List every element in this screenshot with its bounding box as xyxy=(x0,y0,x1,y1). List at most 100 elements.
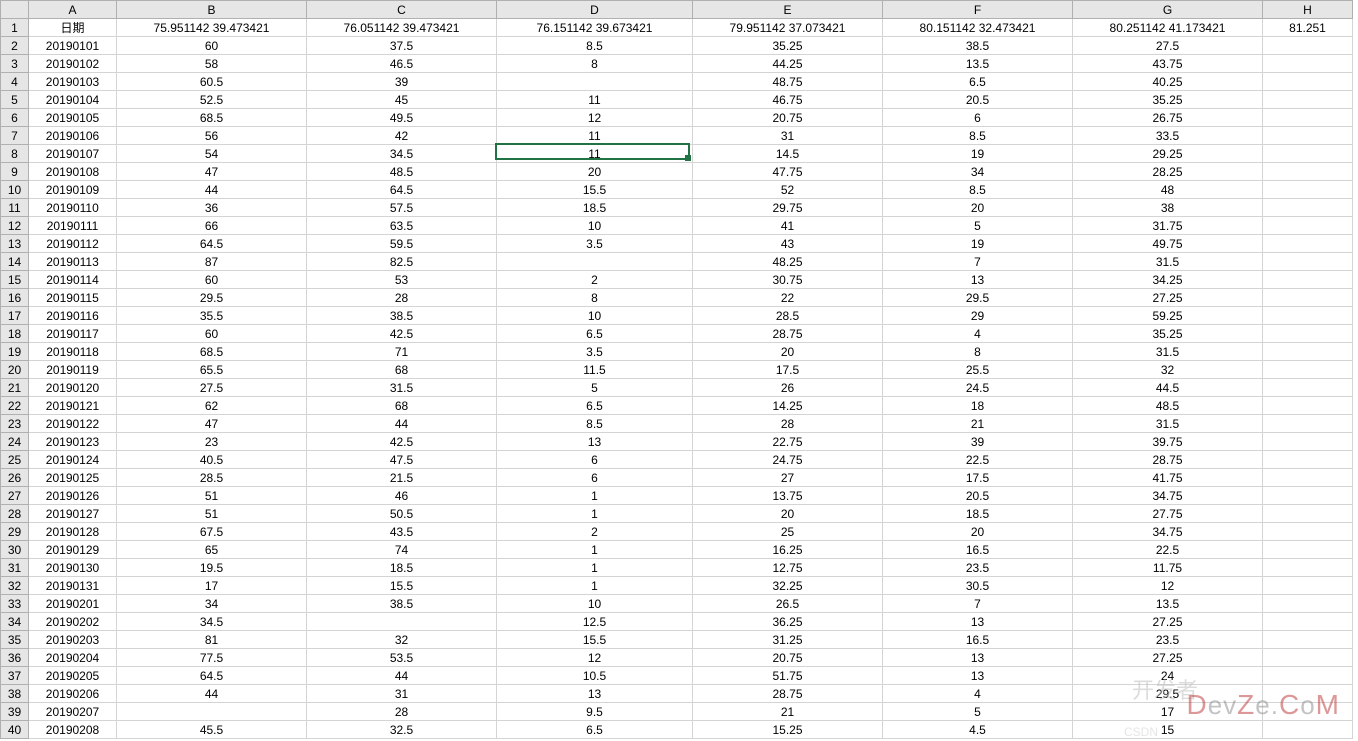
data-cell[interactable]: 12.5 xyxy=(497,613,693,631)
data-cell[interactable]: 65 xyxy=(117,541,307,559)
data-cell[interactable]: 8 xyxy=(497,55,693,73)
date-cell[interactable]: 20190125 xyxy=(29,469,117,487)
data-cell[interactable]: 6.5 xyxy=(883,73,1073,91)
data-cell[interactable]: 64.5 xyxy=(117,235,307,253)
row-header[interactable]: 38 xyxy=(1,685,29,703)
data-cell[interactable]: 32.5 xyxy=(307,721,497,739)
data-cell[interactable]: 12 xyxy=(497,649,693,667)
data-cell[interactable]: 27.5 xyxy=(117,379,307,397)
data-cell[interactable] xyxy=(1263,721,1353,739)
data-cell[interactable]: 13 xyxy=(883,649,1073,667)
data-cell[interactable]: 38 xyxy=(1073,199,1263,217)
date-cell[interactable]: 20190117 xyxy=(29,325,117,343)
row-header[interactable]: 15 xyxy=(1,271,29,289)
data-cell[interactable]: 29 xyxy=(883,307,1073,325)
data-cell[interactable]: 67.5 xyxy=(117,523,307,541)
data-cell[interactable]: 8 xyxy=(883,343,1073,361)
data-column-header[interactable]: 76.151142 39.673421 xyxy=(497,19,693,37)
data-cell[interactable]: 37.5 xyxy=(307,37,497,55)
data-cell[interactable]: 22.5 xyxy=(883,451,1073,469)
row-header[interactable]: 37 xyxy=(1,667,29,685)
data-cell[interactable]: 31.5 xyxy=(1073,343,1263,361)
row-header[interactable]: 22 xyxy=(1,397,29,415)
data-cell[interactable]: 45.5 xyxy=(117,721,307,739)
data-cell[interactable]: 29.25 xyxy=(1073,145,1263,163)
data-cell[interactable]: 43 xyxy=(693,235,883,253)
data-cell[interactable]: 32 xyxy=(1073,361,1263,379)
data-cell[interactable] xyxy=(1263,397,1353,415)
date-cell[interactable]: 20190131 xyxy=(29,577,117,595)
data-cell[interactable]: 12 xyxy=(1073,577,1263,595)
data-cell[interactable]: 68.5 xyxy=(117,109,307,127)
data-cell[interactable]: 22 xyxy=(693,289,883,307)
row-header[interactable]: 14 xyxy=(1,253,29,271)
data-cell[interactable]: 49.75 xyxy=(1073,235,1263,253)
data-cell[interactable]: 41.75 xyxy=(1073,469,1263,487)
data-cell[interactable]: 21.5 xyxy=(307,469,497,487)
date-cell[interactable]: 20190120 xyxy=(29,379,117,397)
data-cell[interactable]: 8.5 xyxy=(497,415,693,433)
column-header-h[interactable]: H xyxy=(1263,1,1353,19)
date-cell[interactable]: 20190102 xyxy=(29,55,117,73)
row-header[interactable]: 12 xyxy=(1,217,29,235)
row-header[interactable]: 28 xyxy=(1,505,29,523)
date-cell[interactable]: 20190114 xyxy=(29,271,117,289)
data-cell[interactable] xyxy=(1263,199,1353,217)
row-header[interactable]: 20 xyxy=(1,361,29,379)
data-cell[interactable]: 38.5 xyxy=(307,595,497,613)
row-header[interactable]: 26 xyxy=(1,469,29,487)
column-header-b[interactable]: B xyxy=(117,1,307,19)
data-cell[interactable]: 44 xyxy=(307,415,497,433)
data-cell[interactable]: 11.5 xyxy=(497,361,693,379)
data-cell[interactable]: 10 xyxy=(497,217,693,235)
data-cell[interactable]: 22.75 xyxy=(693,433,883,451)
data-cell[interactable]: 23 xyxy=(117,433,307,451)
data-cell[interactable]: 8.5 xyxy=(497,37,693,55)
data-cell[interactable]: 81 xyxy=(117,631,307,649)
row-header[interactable]: 27 xyxy=(1,487,29,505)
row-header[interactable]: 8 xyxy=(1,145,29,163)
data-cell[interactable]: 64.5 xyxy=(307,181,497,199)
data-cell[interactable]: 9.5 xyxy=(497,703,693,721)
data-cell[interactable]: 28.25 xyxy=(1073,163,1263,181)
data-cell[interactable] xyxy=(307,613,497,631)
data-cell[interactable]: 27.25 xyxy=(1073,649,1263,667)
data-cell[interactable]: 46.75 xyxy=(693,91,883,109)
data-cell[interactable]: 26.5 xyxy=(693,595,883,613)
data-cell[interactable]: 29.5 xyxy=(1073,685,1263,703)
data-cell[interactable]: 59.5 xyxy=(307,235,497,253)
data-cell[interactable]: 10 xyxy=(497,307,693,325)
data-cell[interactable]: 42.5 xyxy=(307,433,497,451)
data-cell[interactable]: 47 xyxy=(117,415,307,433)
data-cell[interactable]: 8.5 xyxy=(883,127,1073,145)
row-header[interactable]: 30 xyxy=(1,541,29,559)
data-cell[interactable]: 27 xyxy=(693,469,883,487)
data-cell[interactable] xyxy=(1263,181,1353,199)
data-cell[interactable]: 35.25 xyxy=(1073,325,1263,343)
data-cell[interactable]: 4 xyxy=(883,685,1073,703)
data-cell[interactable]: 6 xyxy=(497,469,693,487)
data-cell[interactable] xyxy=(1263,55,1353,73)
row-header[interactable]: 24 xyxy=(1,433,29,451)
date-cell[interactable]: 20190205 xyxy=(29,667,117,685)
data-cell[interactable] xyxy=(1263,145,1353,163)
date-cell[interactable]: 20190121 xyxy=(29,397,117,415)
data-column-header[interactable]: 81.251 xyxy=(1263,19,1353,37)
data-cell[interactable] xyxy=(1263,163,1353,181)
data-cell[interactable]: 6 xyxy=(497,451,693,469)
data-cell[interactable] xyxy=(117,703,307,721)
data-cell[interactable]: 27.5 xyxy=(1073,37,1263,55)
data-cell[interactable]: 28.75 xyxy=(1073,451,1263,469)
data-cell[interactable]: 18.5 xyxy=(307,559,497,577)
data-cell[interactable] xyxy=(1263,343,1353,361)
row-header[interactable]: 6 xyxy=(1,109,29,127)
data-cell[interactable] xyxy=(1263,361,1353,379)
data-cell[interactable] xyxy=(1263,703,1353,721)
data-cell[interactable]: 6.5 xyxy=(497,325,693,343)
data-cell[interactable]: 20.75 xyxy=(693,649,883,667)
row-header[interactable]: 17 xyxy=(1,307,29,325)
data-cell[interactable]: 15.25 xyxy=(693,721,883,739)
data-cell[interactable]: 44 xyxy=(117,181,307,199)
data-cell[interactable]: 18.5 xyxy=(497,199,693,217)
data-cell[interactable]: 34 xyxy=(117,595,307,613)
